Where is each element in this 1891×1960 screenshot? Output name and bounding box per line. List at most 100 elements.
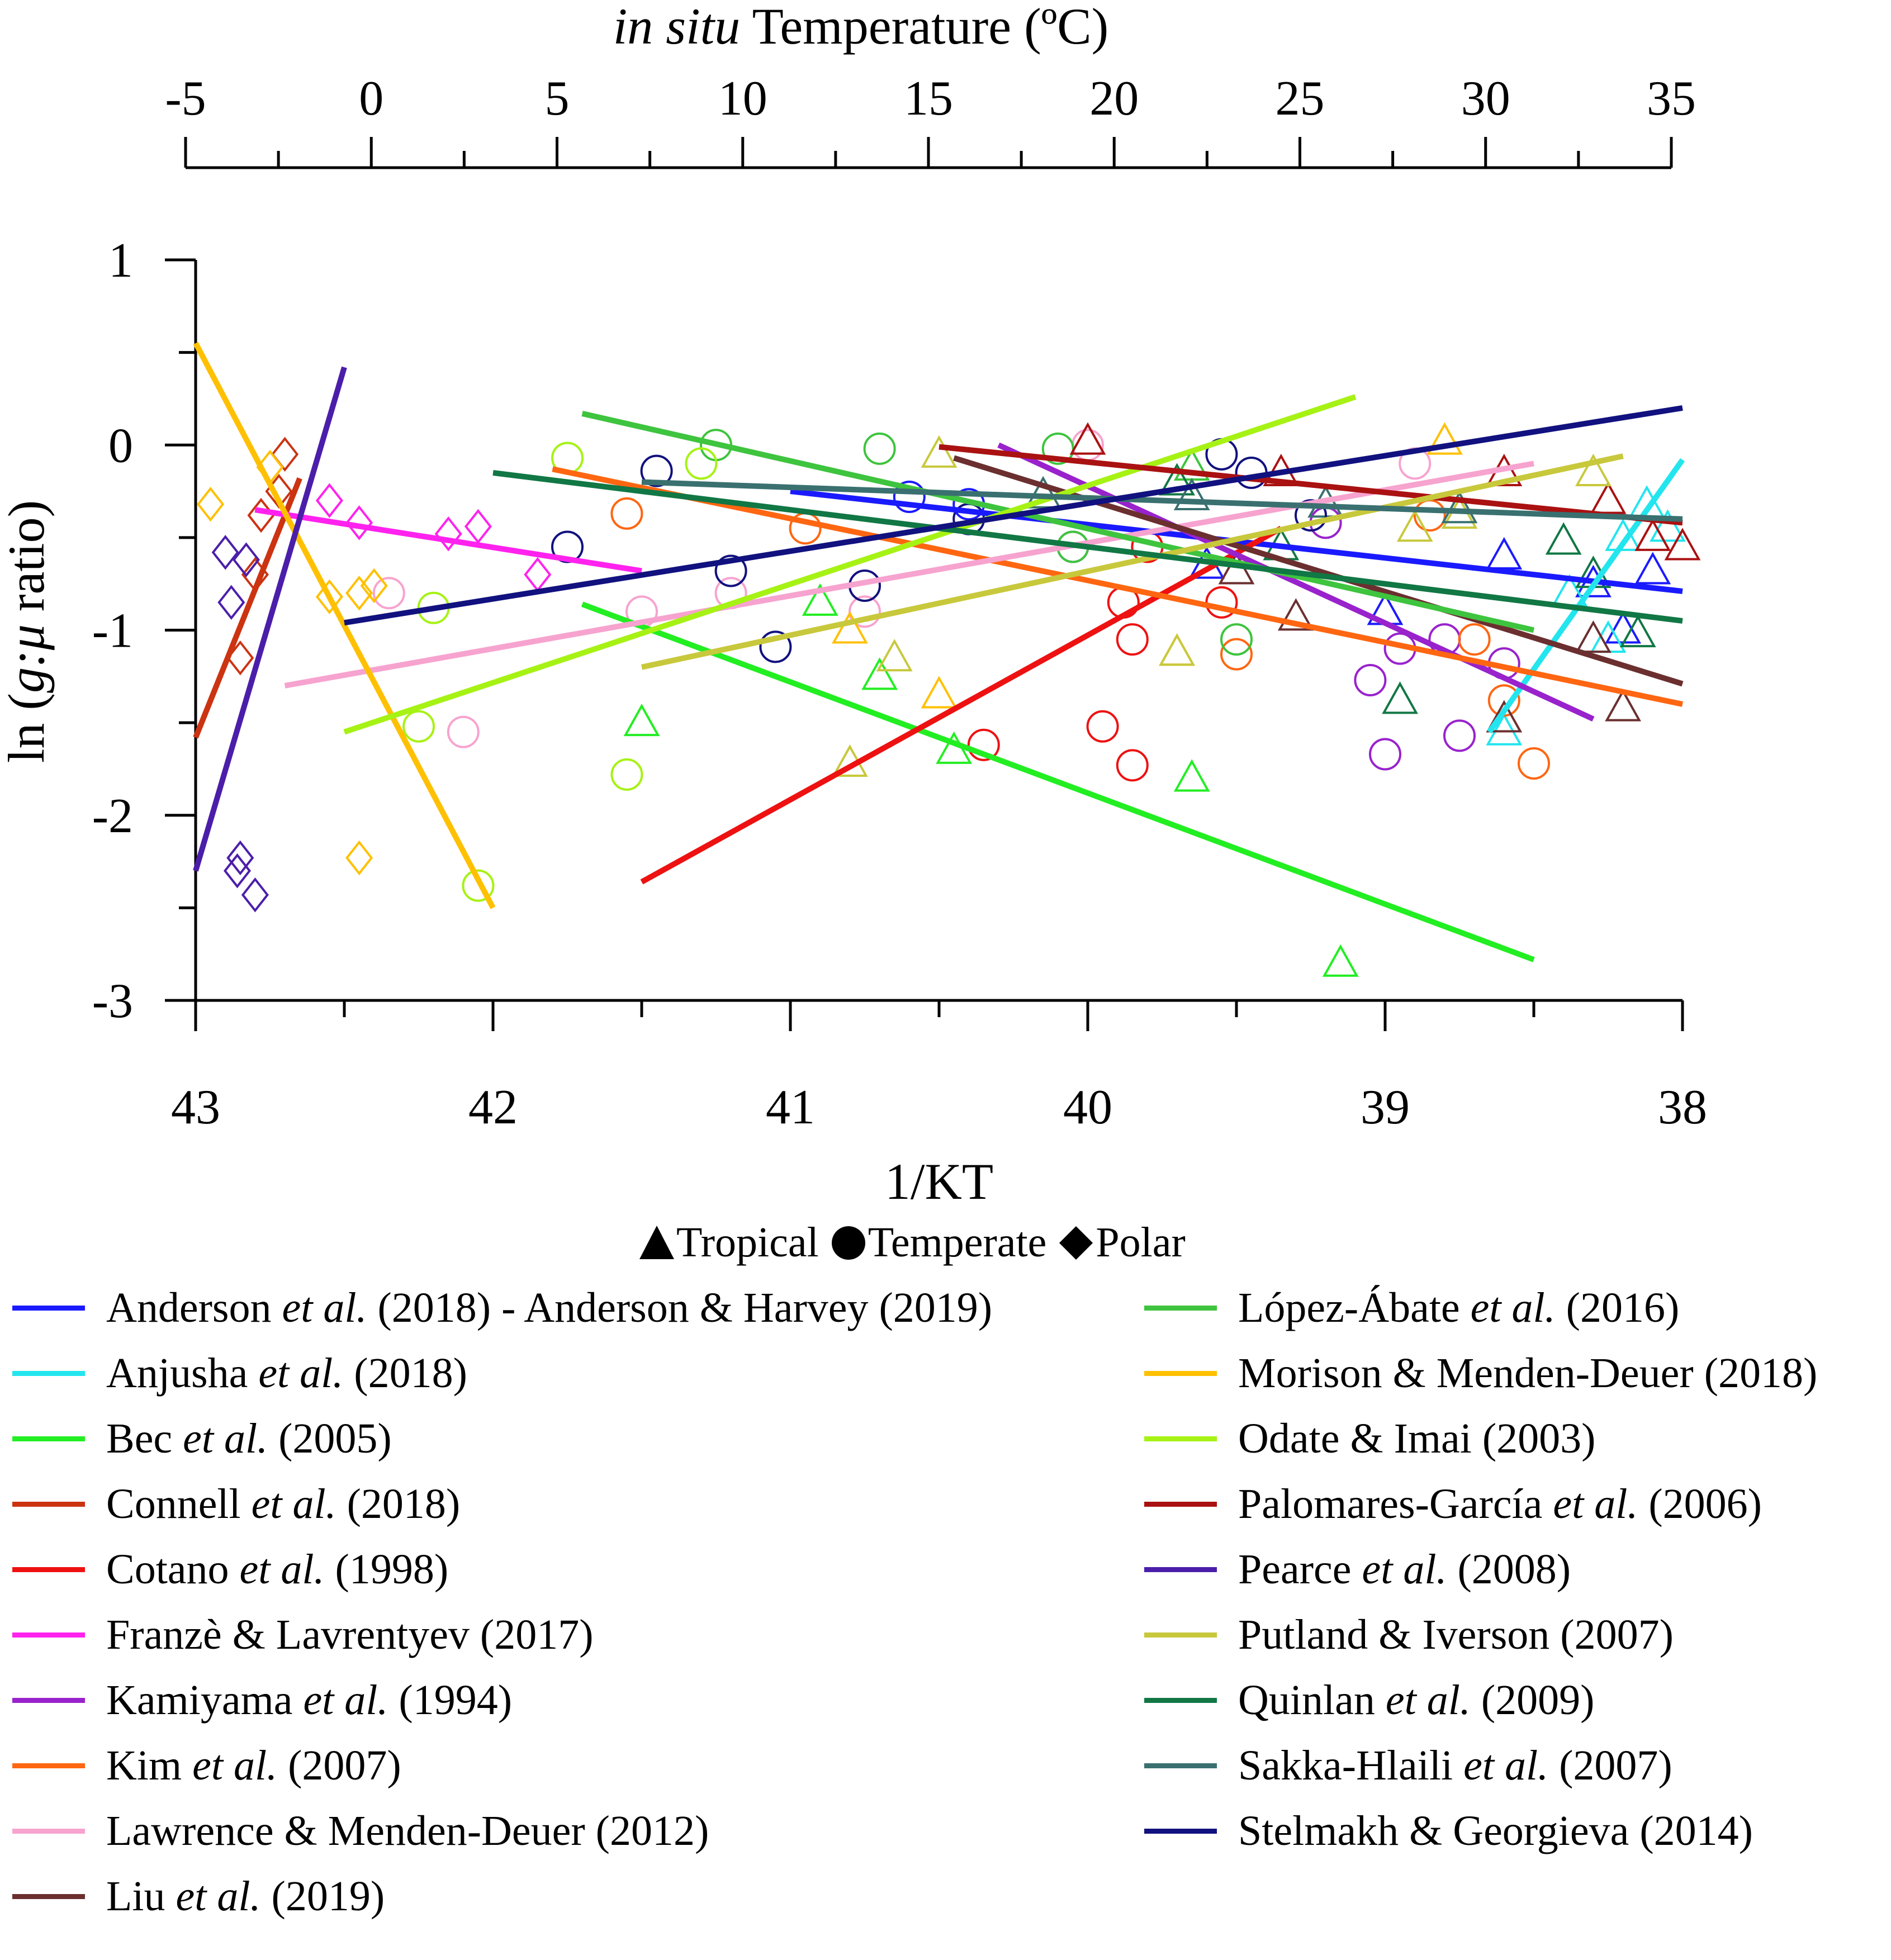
pearce-point [217,585,245,620]
legend-swatch [12,1501,85,1507]
franze-point [315,483,343,518]
kamiyama-point [1354,663,1387,696]
regression-lines [193,341,1685,962]
legend-label: Pearce et al. (2008) [1238,1546,1571,1593]
legend-item-putland: Putland & Iverson (2007) [1144,1607,1674,1663]
top-axis: -5 0 5 10 15 20 25 30 35 [165,72,1696,169]
legend-swatch [1144,1763,1217,1768]
morison-point [360,568,388,604]
cotano-point [1116,623,1149,656]
connell-point [271,436,299,472]
liu-point [1575,620,1612,653]
anderson-point [1486,537,1523,570]
legend-label: Palomares-García et al. (2006) [1238,1480,1762,1527]
legend-item-quinlan: Quinlan et al. (2009) [1144,1672,1594,1728]
quinlan-point [1545,522,1582,555]
palomares-line [939,444,1683,526]
x-axis-tick-label: 42 [468,1080,518,1135]
legend-swatch [12,1567,85,1572]
legend-item-stelmakh: Stelmakh & Georgieva (2014) [1144,1803,1753,1859]
legend-item-kim: Kim et al. (2007) [12,1738,401,1793]
legend-item-bec: Bec et al. (2005) [12,1411,392,1467]
pearce-line [193,366,347,872]
odate-point [685,447,718,480]
y-axis-tick-label: -1 [92,604,133,658]
top-axis-tick-label: -5 [165,72,206,126]
x-axis-tick-label: 41 [766,1080,815,1135]
lawrence-point [372,577,405,610]
top-axis-title: in situ Temperature (ºC) [613,0,1109,55]
legend-label: Anjusha et al. (2018) [106,1350,467,1397]
legend-label: Anderson et al. (2018) - Anderson & Harv… [106,1284,993,1331]
odate-line [343,394,1357,735]
legend-swatch [1144,1501,1217,1507]
odate-point [402,710,435,743]
lawrence-point [447,715,480,748]
y-axis: 1 0 -1 -2 -3 [92,234,197,1028]
sakka-point [1441,491,1478,524]
putland-point [1575,453,1612,486]
stelmakh-point [640,454,673,487]
stelmakh-point [1295,499,1327,532]
legend-swatch [12,1305,85,1311]
liu-point [1277,598,1314,631]
pearce-point [211,535,239,570]
legend-item-anderson: Anderson et al. (2018) - Anderson & Harv… [12,1280,992,1336]
x-axis: 43 42 41 40 39 38 [171,999,1707,1135]
palomares-point [1590,481,1627,514]
quinlan-point [1159,463,1196,496]
morison-point [345,840,373,876]
bec-line [581,601,1535,962]
legend-item-sakka: Sakka-Hlaili et al. (2007) [1144,1738,1672,1793]
y-axis-tick-label: 1 [108,234,133,288]
legend-item-liu: Liu et al. (2019) [12,1868,385,1924]
x-axis-tick-label: 40 [1063,1080,1112,1135]
top-axis-tick-label: 5 [545,72,570,126]
kim-line [552,466,1684,707]
top-axis-tick-label: 20 [1089,72,1139,126]
stelmakh-point [714,554,747,587]
lopez-point [863,432,896,465]
lawrence-line [284,461,1534,689]
legend-label: Bec et al. (2005) [106,1415,392,1462]
shape-key-tropical: Tropical [676,1219,819,1266]
anderson-point [893,481,926,513]
quinlan-point [1382,681,1419,714]
bec-point [1173,759,1210,792]
morison-point [1159,633,1196,666]
legend-label: Odate & Imai (2003) [1238,1415,1596,1462]
shape-key-polar: Polar [1096,1219,1186,1266]
kamiyama-line [997,442,1595,722]
bec-point [623,704,660,737]
legend-label: Cotano et al. (1998) [106,1546,449,1593]
kim-point [610,497,643,530]
legend-swatch [12,1436,85,1441]
legend-swatch [12,1893,85,1899]
cotano-line [640,525,1283,885]
palomares-point [1664,528,1701,561]
franze-point [345,505,373,540]
legend-item-lopez: López-Ábate et al. (2016) [1144,1280,1679,1336]
legend-swatch [1144,1305,1217,1311]
top-axis-tick-label: 0 [359,72,383,126]
x-axis-title: 1/KT [885,1153,993,1210]
bec-point [802,583,838,616]
top-axis-tick-label: 10 [718,72,767,126]
legend-item-anjusha: Anjusha et al. (2018) [12,1345,467,1401]
legend-label: López-Ábate et al. (2016) [1238,1284,1680,1331]
morison-point [921,676,958,709]
legend-swatch [12,1370,85,1376]
kim-point [1518,747,1550,780]
legend-label: Liu et al. (2019) [106,1873,385,1920]
anjusha-point [1649,509,1686,542]
putland-line [641,453,1624,670]
shape-key: Tropical Temperate Polar [637,1218,1196,1267]
legend-swatch [1144,1567,1217,1572]
bec-point [1322,944,1359,977]
x-axis-tick-label: 38 [1658,1080,1707,1135]
legend-label: Kim et al. (2007) [106,1742,401,1789]
legend-swatch [1144,1436,1217,1441]
diamond-icon [1059,1226,1093,1260]
quinlan-point [1619,615,1656,648]
legend-swatch [1144,1828,1217,1834]
